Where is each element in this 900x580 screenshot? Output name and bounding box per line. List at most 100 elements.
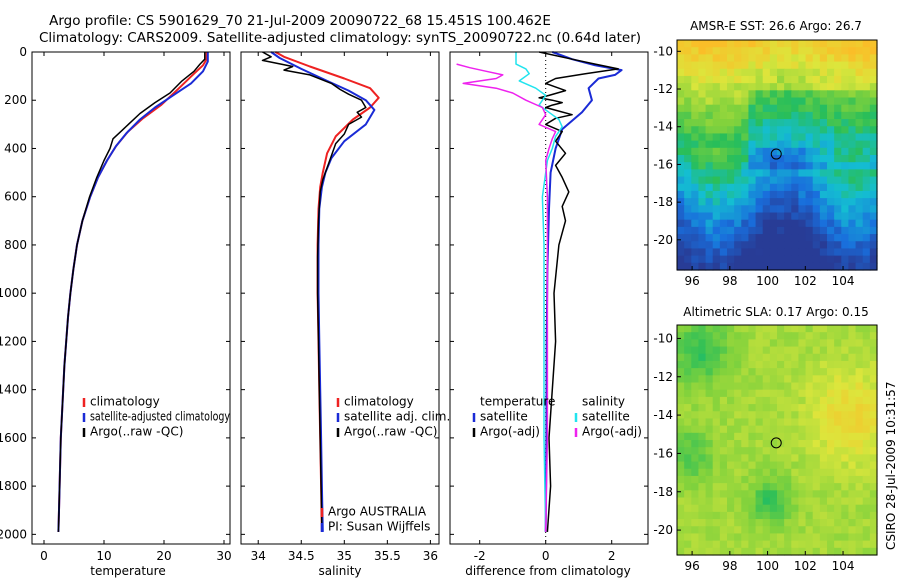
map-cell: [712, 248, 721, 257]
map-cell: [769, 97, 778, 106]
map-ytick-label: -14: [653, 120, 673, 134]
map-cell: [691, 190, 700, 199]
map-cell: [798, 483, 807, 491]
map-cell: [798, 97, 807, 106]
map-cell: [769, 248, 778, 257]
map-cell: [827, 198, 835, 206]
map-cell: [684, 483, 692, 491]
map-cell: [755, 540, 764, 549]
map-cell: [819, 461, 828, 470]
map-cell: [755, 447, 764, 455]
salinity-x-ticks: 34 34.5 35 35.5 36: [241, 51, 439, 563]
map-cell: [848, 504, 857, 513]
map-cell: [862, 332, 871, 340]
map-cell: [762, 447, 771, 455]
map-cell: [684, 533, 692, 542]
diff-series-temperature-argo-adj-: [538, 51, 620, 532]
map-cell: [855, 262, 864, 271]
map-cell: [698, 497, 707, 506]
map-cell: [855, 533, 864, 542]
map-cell: [762, 111, 771, 120]
map-cell: [734, 83, 742, 91]
map-cell: [848, 162, 857, 170]
map-cell: [827, 234, 835, 242]
map-cell: [769, 147, 778, 156]
map-cell: [769, 490, 778, 499]
map-cell: [819, 248, 828, 257]
map-cell: [798, 262, 807, 271]
map-cell: [748, 198, 757, 206]
map-cell: [855, 375, 864, 384]
map-cell: [769, 396, 778, 405]
map-xtick-label: 100: [756, 274, 779, 288]
map-cell: [748, 339, 757, 348]
map-cell: [698, 126, 707, 135]
map-cell: [805, 183, 814, 192]
map-cell: [848, 382, 857, 391]
map-cell: [777, 90, 785, 99]
map-cell: [812, 533, 821, 542]
map-cell: [712, 126, 721, 135]
map-cell: [705, 183, 714, 192]
map-cell: [734, 432, 742, 441]
map-cell: [869, 198, 878, 206]
map-cell: [841, 396, 850, 405]
map-cell: [848, 190, 857, 199]
map-cell: [734, 176, 742, 185]
map-cell: [741, 234, 750, 242]
map-cell: [762, 212, 771, 221]
map-cell: [755, 248, 764, 257]
map-cell: [855, 475, 864, 484]
map-cell: [691, 176, 700, 185]
map-cell: [698, 396, 707, 405]
map-cell: [841, 147, 850, 156]
map-cell: [777, 375, 785, 384]
map-cell: [734, 475, 742, 484]
map-cell: [827, 411, 835, 420]
map-cell: [812, 404, 821, 412]
map-cell: [769, 547, 778, 556]
map-cell: [848, 169, 857, 178]
map-cell: [748, 454, 757, 463]
diff-xtick-label: 0: [542, 549, 550, 563]
map-cell: [848, 447, 857, 455]
sal-xtick-label: 34.5: [288, 549, 315, 563]
map-cell: [784, 468, 792, 477]
map-cell: [812, 497, 821, 506]
map-cell: [734, 490, 742, 499]
map-cell: [784, 147, 792, 156]
map-cell: [862, 155, 871, 163]
map-cell: [777, 75, 785, 84]
map-cell: [798, 346, 807, 355]
map-cell: [684, 40, 692, 48]
map-cell: [712, 368, 721, 376]
map-cell: [691, 104, 700, 113]
map-cell: [677, 119, 685, 127]
map-cell: [741, 111, 750, 120]
map-cell: [727, 111, 735, 120]
temperature-xlabel: temperature: [90, 564, 165, 578]
map-cell: [869, 226, 878, 235]
map-cell: [712, 111, 721, 120]
map-cell: [869, 497, 878, 506]
map-cell: [791, 140, 800, 149]
map-cell: [827, 133, 835, 142]
map-cell: [798, 190, 807, 199]
map-cell: [734, 375, 742, 384]
map-cell: [869, 147, 878, 156]
map-cell: [698, 447, 707, 455]
map-cell: [698, 90, 707, 99]
map-cell: [869, 155, 878, 163]
map-cell: [791, 483, 800, 491]
map-cell: [734, 198, 742, 206]
map-cell: [812, 519, 821, 527]
map-cell: [684, 519, 692, 527]
map-cell: [719, 104, 728, 113]
map-cell: [769, 325, 778, 333]
map-cell: [741, 432, 750, 441]
map-cell: [748, 97, 757, 106]
map-cell: [777, 54, 785, 63]
map-cell: [719, 346, 728, 355]
map-cell: [834, 461, 842, 470]
map-cell: [719, 119, 728, 127]
